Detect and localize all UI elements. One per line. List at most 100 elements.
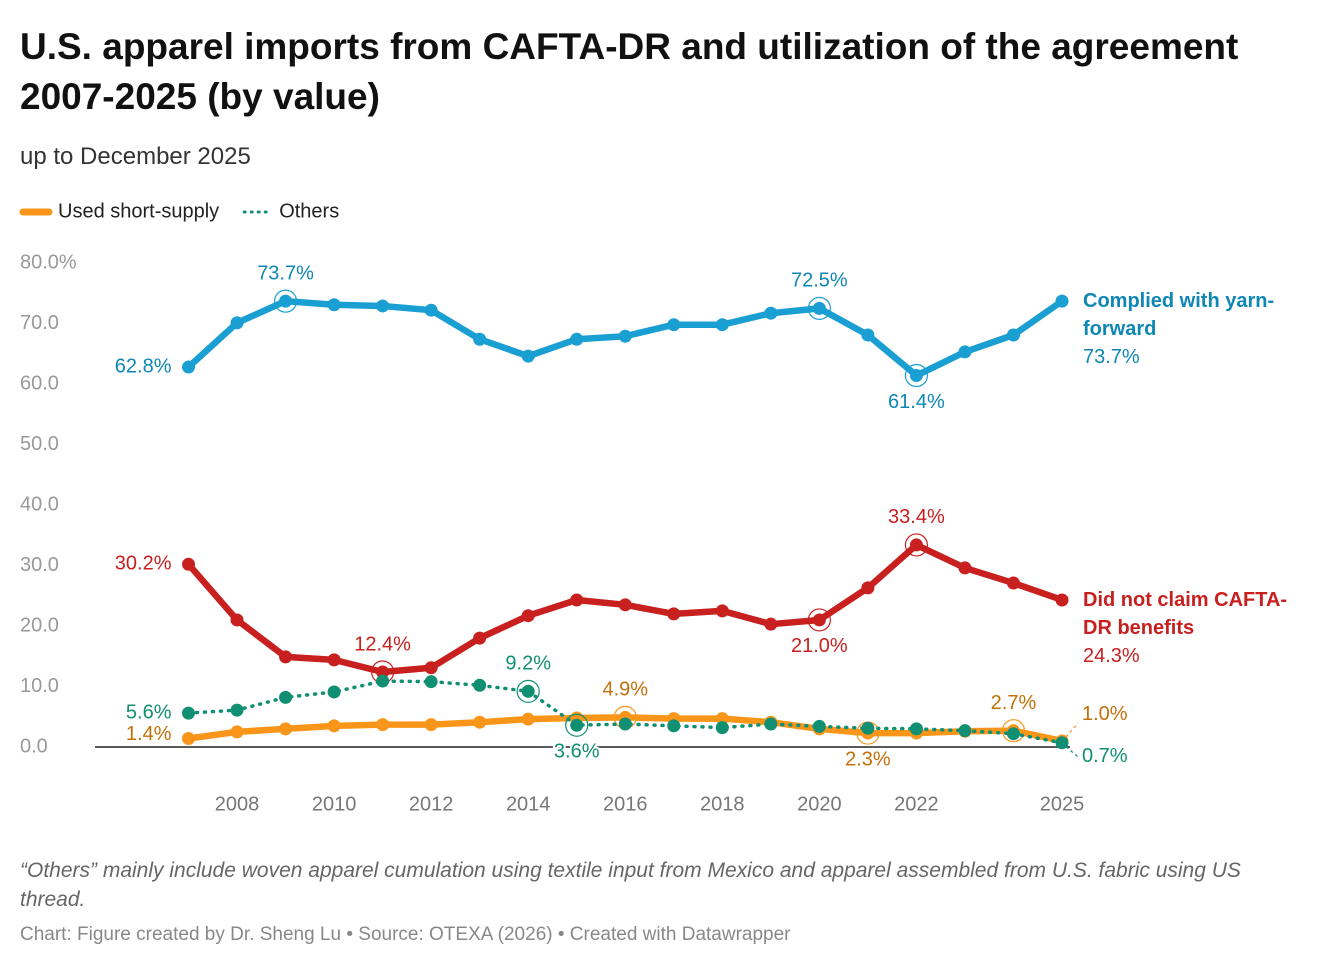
y-tick-label: 60.0 (20, 372, 59, 394)
y-tick-label: 10.0 (20, 675, 59, 697)
y-tick-label: 80.0% (20, 251, 77, 273)
data-point (618, 717, 632, 731)
value-label: 72.5% (791, 270, 848, 292)
data-point (570, 718, 584, 732)
highlight-ring (565, 713, 589, 737)
data-point (473, 715, 487, 729)
x-tick-label: 2016 (603, 793, 648, 815)
value-label: 12.4% (354, 633, 411, 655)
data-point (473, 631, 487, 645)
data-point (1055, 736, 1069, 750)
data-point (279, 294, 293, 308)
data-point (230, 725, 244, 739)
data-point (279, 722, 293, 736)
highlight-ring (1001, 719, 1026, 743)
x-tick-label: 2025 (1040, 793, 1085, 815)
data-point (424, 303, 438, 317)
value-label: 33.4% (888, 506, 945, 528)
data-point (861, 721, 875, 735)
data-point (376, 674, 390, 688)
data-point (521, 609, 535, 623)
data-point (424, 675, 438, 689)
value-label: 61.4% (888, 391, 945, 413)
data-point (521, 712, 535, 726)
x-tick-label: 2008 (215, 793, 260, 815)
highlight-ring (273, 289, 298, 313)
data-point (570, 332, 584, 346)
x-tick-label: 2018 (700, 793, 745, 815)
chart-note: “Others” mainly include woven apparel cu… (20, 859, 1241, 911)
data-point (764, 306, 778, 320)
data-point (764, 717, 778, 731)
value-label: 24.3% (1083, 644, 1140, 667)
data-point (715, 712, 729, 726)
value-label: 1.4% (126, 723, 172, 745)
y-tick-label: 20.0 (20, 614, 59, 636)
data-point (764, 617, 778, 631)
data-point (1055, 294, 1069, 308)
data-point (1006, 727, 1020, 741)
y-tick-label: 70.0 (20, 312, 59, 334)
data-point (230, 703, 244, 717)
data-point (909, 722, 923, 736)
data-point (667, 719, 681, 733)
data-point (861, 581, 875, 595)
series-end-label: Complied with yarn-forward (1083, 290, 1275, 341)
value-label: 3.6% (554, 741, 600, 763)
x-tick-label: 2020 (797, 793, 842, 815)
value-label: 2.3% (845, 748, 891, 770)
value-label: 5.6% (126, 701, 172, 723)
value-label: 9.2% (505, 653, 551, 675)
data-point (958, 724, 972, 738)
value-label: 30.2% (115, 553, 172, 575)
value-label: 62.8% (115, 355, 172, 377)
legend-item: Others (242, 200, 339, 222)
data-point (376, 718, 390, 732)
leader-line (1065, 722, 1079, 738)
y-tick-label: 0.0 (20, 735, 48, 757)
data-point (473, 332, 487, 346)
value-label: 1.0% (1082, 703, 1128, 725)
data-point (521, 349, 535, 363)
data-point (424, 718, 438, 732)
data-point (909, 538, 923, 552)
data-point (182, 706, 195, 720)
data-point (521, 684, 535, 698)
legend-label: Used short-supply (58, 200, 219, 222)
data-point (618, 329, 632, 343)
highlight-ring (904, 363, 929, 388)
highlight-ring (904, 533, 929, 557)
x-tick-label: 2012 (409, 793, 454, 815)
series-end-label: Did not claim CAFTA-DR benefits (1083, 588, 1288, 639)
value-label: 0.7% (1082, 745, 1128, 767)
data-point (715, 318, 729, 332)
y-tick-label: 50.0 (20, 433, 59, 455)
highlight-ring (807, 608, 831, 632)
x-tick-label: 2014 (506, 793, 551, 815)
y-tick-label: 30.0 (20, 554, 59, 576)
data-point (909, 369, 923, 383)
x-tick-label: 2010 (312, 793, 357, 815)
value-label: 21.0% (791, 635, 848, 657)
value-label: 73.7% (1083, 346, 1140, 369)
data-point (861, 328, 875, 342)
x-tick-label: 2022 (894, 793, 939, 815)
data-point (715, 604, 729, 618)
data-point (667, 318, 681, 332)
highlight-ring (516, 679, 540, 703)
data-point (812, 613, 826, 627)
data-point (230, 613, 244, 627)
data-point (376, 299, 390, 313)
chart-source: Chart: Figure created by Dr. Sheng Lu • … (20, 924, 791, 945)
data-point (618, 598, 632, 612)
data-point (473, 678, 487, 692)
data-point (182, 360, 195, 374)
y-tick-label: 40.0 (20, 493, 59, 515)
data-point (1006, 328, 1020, 342)
data-point (230, 316, 244, 330)
data-point (376, 665, 390, 679)
data-point (327, 298, 341, 312)
leader-line (1065, 746, 1079, 758)
data-point (279, 650, 293, 664)
